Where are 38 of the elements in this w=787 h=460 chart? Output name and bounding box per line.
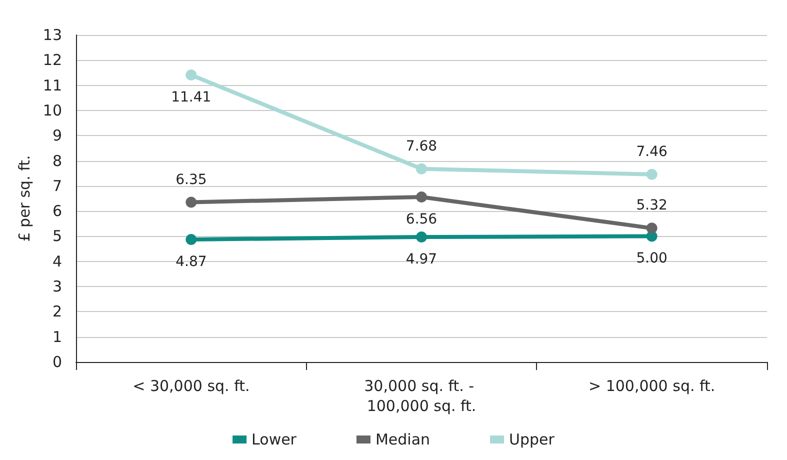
point — [416, 231, 427, 242]
data-label: 6.56 — [406, 211, 438, 228]
data-label: 4.97 — [406, 251, 438, 268]
y-tick-label: 0 — [52, 353, 62, 371]
legend-label: Lower — [252, 430, 298, 448]
data-label: 5.00 — [636, 250, 668, 267]
y-tick-label: 3 — [52, 278, 62, 296]
y-tick-label: 1 — [52, 328, 62, 346]
point — [186, 196, 197, 208]
data-label: 6.35 — [176, 172, 207, 188]
x-tick-label: 30,000 sq. ft. - 100,000 sq. ft. — [364, 377, 479, 415]
y-tick-label: 2 — [52, 302, 62, 321]
point — [646, 222, 658, 234]
y-tick-label: 4 — [52, 252, 62, 270]
point — [186, 69, 197, 80]
point — [416, 163, 427, 174]
data-label: 4.87 — [176, 254, 207, 270]
data-label: 7.68 — [406, 138, 438, 154]
data-label: 7.46 — [636, 144, 668, 160]
legend-label: Upper — [509, 430, 556, 448]
y-tick-label: 8 — [52, 152, 62, 170]
y-axis-title: £ per sq. ft. — [16, 155, 34, 242]
point — [186, 234, 197, 245]
y-tick-label: 12 — [42, 51, 62, 70]
y-tick-label: 5 — [52, 227, 62, 246]
y-tick-label: 7 — [52, 176, 62, 195]
y-tick-label: 6 — [52, 202, 62, 220]
data-label: 11.41 — [171, 89, 212, 106]
legend-label: Median — [375, 430, 430, 448]
point — [646, 168, 658, 180]
x-tick-label: < 30,000 sq. ft. — [132, 377, 250, 395]
x-tick-label: > 100,000 sq. ft. — [588, 377, 716, 395]
y-tick-label: 9 — [52, 126, 62, 145]
data-label: 5.32 — [636, 198, 668, 214]
y-tick-label: 13 — [42, 26, 62, 44]
y-tick-label: 10 — [42, 101, 62, 120]
y-tick-label: 11 — [42, 76, 62, 94]
point — [416, 191, 427, 202]
